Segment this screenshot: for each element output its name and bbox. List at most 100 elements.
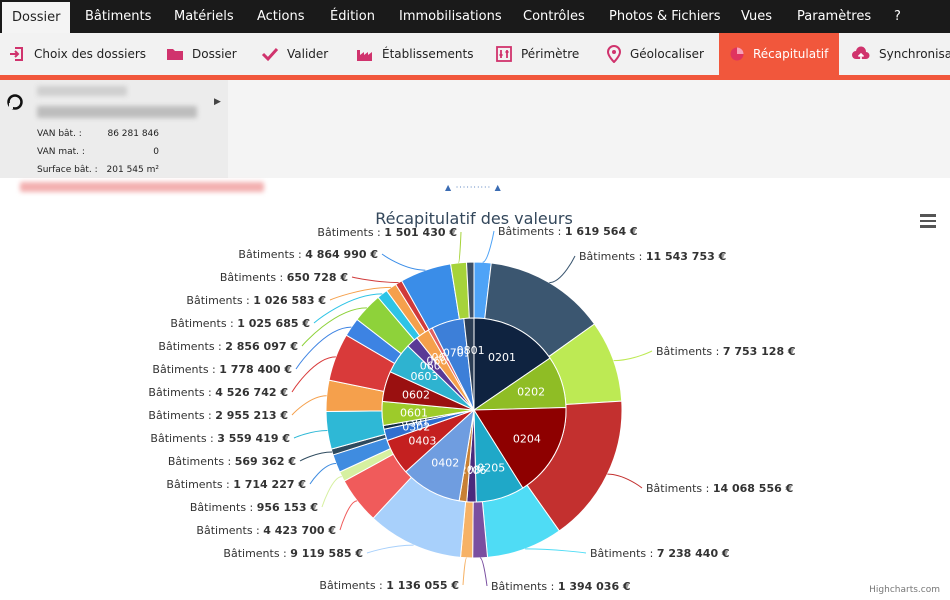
toolbar-button-4[interactable]: Périmètre (495, 33, 585, 75)
toolbar-button-0[interactable]: Choix des dossiers (8, 33, 158, 75)
outer-slice-label: Bâtiments : 1 026 583 € (186, 294, 326, 307)
inner-slice-label: 0205 (477, 461, 505, 474)
inner-slice-label: 0202 (517, 386, 545, 399)
expand-caret-icon[interactable]: ▶ (214, 97, 221, 107)
info-row-value: 0 (153, 147, 159, 157)
toolbar-button-label: Récapitulatif (753, 47, 829, 61)
label-value: 1 619 564 € (565, 225, 638, 238)
label-prefix: Bâtiments : (656, 345, 723, 358)
label-value: 956 153 € (257, 501, 318, 514)
label-connector (525, 548, 587, 554)
label-value: 1 778 400 € (219, 363, 292, 376)
toolbar-button-1[interactable]: Dossier (166, 33, 248, 75)
toolbar-button-label: Choix des dossiers (34, 47, 147, 61)
menu-item-2[interactable]: Matériels (174, 9, 234, 24)
folder-icon (166, 46, 184, 62)
info-row: VAN bât. : 86 281 846 (37, 129, 159, 141)
label-prefix: Bâtiments : (590, 547, 657, 560)
label-connector (295, 326, 352, 370)
blurred-dossier-code (37, 86, 127, 96)
label-prefix: Bâtiments : (646, 482, 713, 495)
menu-item-1[interactable]: Bâtiments (85, 9, 152, 24)
splitter-handle[interactable]: ▲ ·········· ▲ (445, 183, 502, 192)
toolbar-button-label: Périmètre (521, 47, 580, 61)
loading-icon (7, 94, 23, 110)
label-prefix: Bâtiments : (168, 455, 235, 468)
import-icon (8, 45, 26, 63)
label-connector (462, 557, 468, 586)
panel-background (228, 80, 950, 178)
label-value: 7 238 440 € (657, 547, 730, 560)
label-value: 569 362 € (235, 455, 296, 468)
menu-item-4[interactable]: Édition (330, 9, 375, 24)
chart-credits[interactable]: Highcharts.com (869, 585, 940, 595)
chart-menu-button[interactable] (920, 214, 938, 228)
inner-slice[interactable] (463, 317, 475, 411)
inner-slice-label: 0201 (488, 351, 516, 364)
outer-slice-label: Bâtiments : 4 526 742 € (148, 386, 288, 399)
outer-slice-label: Bâtiments : 3 559 419 € (150, 432, 290, 445)
menu-item-5[interactable]: Immobilisations (399, 9, 502, 24)
label-prefix: Bâtiments : (491, 580, 558, 593)
label-value: 1 394 036 € (558, 580, 631, 593)
label-prefix: Bâtiments : (319, 579, 386, 592)
outer-slice-label: Bâtiments : 1 778 400 € (152, 363, 292, 376)
label-connector (321, 476, 342, 508)
label-connector (299, 451, 333, 462)
inner-slice[interactable] (473, 317, 551, 411)
menu-item-3[interactable]: Actions (257, 9, 305, 24)
pie-chart: Récapitulatif des valeurs 0201 0202 0204 020… (148, 209, 795, 593)
toolbar-button-label: Dossier (192, 47, 237, 61)
label-value: 1 025 685 € (237, 317, 310, 330)
menu-item-7[interactable]: Photos & Fichiers (609, 9, 721, 24)
toolbar-button-label: Établissements (382, 47, 474, 61)
blurred-dossier-name (37, 106, 197, 118)
outer-slice-label: Bâtiments : 14 068 556 € (646, 482, 793, 495)
inner-slice-label: 0204 (513, 432, 541, 445)
toolbar-button-7[interactable]: Synchronisat (851, 33, 950, 75)
inner-slice[interactable] (473, 407, 567, 489)
info-row-label: VAN bât. : (37, 129, 82, 139)
label-connector (291, 395, 327, 416)
label-value: 2 856 097 € (225, 340, 298, 353)
outer-slice-label: Bâtiments : 2 856 097 € (158, 340, 298, 353)
menu-item-9[interactable]: Paramètres (797, 9, 872, 24)
label-prefix: Bâtiments : (196, 524, 263, 537)
label-value: 4 423 700 € (263, 524, 336, 537)
toolbar-button-2[interactable]: Valider (261, 33, 339, 75)
toolbar: Choix des dossiers Dossier Valider Établiss… (0, 33, 950, 75)
label-connector (479, 557, 488, 587)
label-prefix: Bâtiments : (186, 294, 253, 307)
info-row-value: 86 281 846 (107, 129, 159, 139)
cloud-upload-icon (851, 46, 871, 62)
label-prefix: Bâtiments : (148, 409, 215, 422)
info-row-label: Surface bât. : (37, 165, 98, 175)
outer-slice-label: Bâtiments : 1 714 227 € (166, 478, 306, 491)
toolbar-button-6[interactable]: Récapitulatif (719, 33, 839, 75)
menu-item-6[interactable]: Contrôles (523, 9, 585, 24)
label-connector (329, 286, 392, 301)
sliders-icon (495, 45, 513, 63)
toolbar-button-5[interactable]: Géolocaliser (606, 33, 708, 75)
label-connector (309, 463, 337, 485)
label-prefix: Bâtiments : (150, 432, 217, 445)
label-connector (351, 276, 399, 284)
outer-slice-label: Bâtiments : 1 619 564 € (498, 225, 638, 238)
label-value: 1 501 430 € (384, 226, 457, 239)
label-value: 1 714 227 € (233, 478, 306, 491)
label-prefix: Bâtiments : (498, 225, 565, 238)
label-prefix: Bâtiments : (152, 363, 219, 376)
label-connector (607, 473, 643, 489)
label-prefix: Bâtiments : (238, 248, 305, 261)
outer-slice-label: Bâtiments : 4 423 700 € (196, 524, 336, 537)
label-prefix: Bâtiments : (579, 250, 646, 263)
inner-slice-label: 0701 (443, 347, 471, 360)
menu-item-0[interactable]: Dossier (2, 2, 71, 33)
menu-item-8[interactable]: Vues (741, 9, 773, 24)
label-prefix: Bâtiments : (170, 317, 237, 330)
toolbar-accent-line (0, 75, 950, 80)
label-prefix: Bâtiments : (166, 478, 233, 491)
menu-item-10[interactable]: ? (894, 9, 901, 24)
label-connector (381, 253, 426, 271)
toolbar-button-3[interactable]: Établissements (356, 33, 484, 75)
